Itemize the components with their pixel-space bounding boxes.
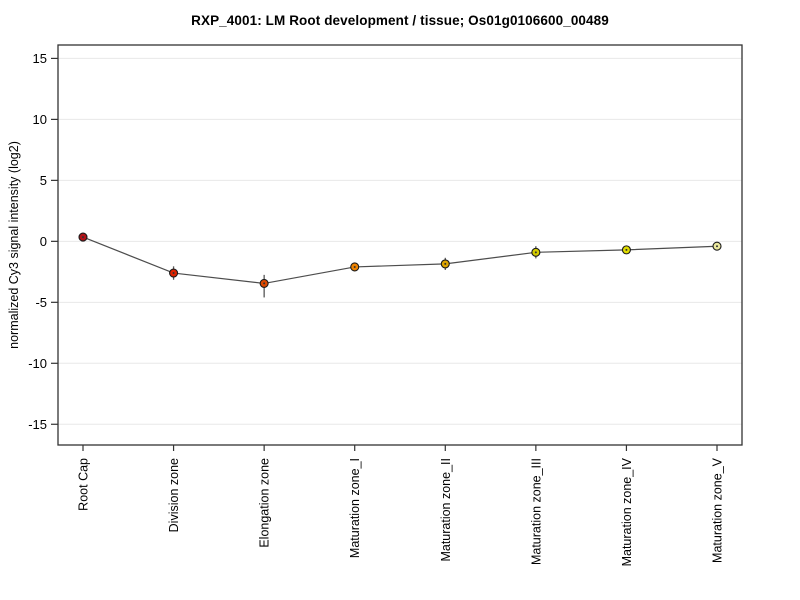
y-tick-label: 10 bbox=[33, 112, 47, 127]
data-point-center bbox=[534, 251, 537, 254]
x-tick-label: Maturation zone_I bbox=[348, 458, 362, 558]
plot-border bbox=[57, 44, 743, 446]
x-tick-label: Maturation zone_II bbox=[439, 458, 453, 562]
data-point-center bbox=[716, 245, 718, 248]
x-tick-label: Root Cap bbox=[77, 458, 91, 511]
y-tick-label: -5 bbox=[35, 295, 47, 310]
chart-title: RXP_4001: LM Root development / tissue; … bbox=[191, 13, 609, 28]
data-point-center bbox=[444, 262, 447, 265]
y-tick-label: -10 bbox=[28, 356, 47, 371]
x-tick-label: Elongation zone bbox=[258, 458, 272, 548]
y-tick-label: 5 bbox=[40, 173, 47, 188]
series-line bbox=[82, 236, 718, 285]
x-tick-label: Division zone bbox=[167, 458, 181, 532]
data-point-center bbox=[263, 282, 266, 285]
y-tick-label: 0 bbox=[40, 234, 47, 249]
x-tick-label: Maturation zone_V bbox=[711, 457, 725, 563]
data-point-center bbox=[172, 272, 175, 275]
x-tick-label: Maturation zone_IV bbox=[620, 457, 634, 566]
y-tick-label: -15 bbox=[28, 417, 47, 432]
y-tick-label: 15 bbox=[33, 51, 47, 66]
data-point-center bbox=[353, 265, 356, 268]
x-tick-label: Maturation zone_III bbox=[529, 458, 543, 565]
data-point-center bbox=[82, 236, 84, 239]
data-point-center bbox=[625, 248, 628, 251]
